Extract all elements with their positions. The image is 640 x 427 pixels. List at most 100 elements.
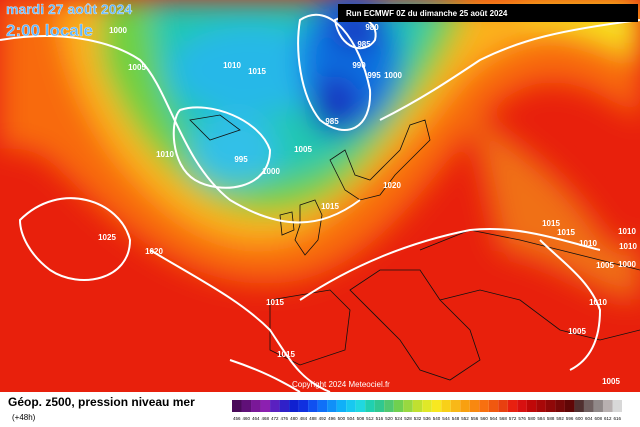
colorbar-label: 560 [480, 416, 488, 421]
colorbar-label: 480 [290, 416, 298, 421]
isobar-label: 990 [352, 61, 366, 70]
isobar-label: 1005 [602, 377, 620, 386]
colorbar-swatch [384, 400, 394, 412]
colorbar-label: 604 [585, 416, 593, 421]
colorbar-label: 500 [338, 416, 346, 421]
colorbar-label: 456 [233, 416, 241, 421]
colorbar-swatch [517, 400, 527, 412]
colorbar-swatch [507, 400, 518, 412]
colorbar-label: 496 [328, 416, 336, 421]
colorbar-label: 504 [347, 416, 355, 421]
colorbar-swatch [327, 400, 337, 412]
isobar-label: 1005 [596, 261, 614, 270]
colorbar-label: 536 [423, 416, 431, 421]
run-info: Run ECMWF 0Z du dimanche 25 août 2024 [346, 9, 508, 18]
colorbar-swatch [289, 400, 299, 412]
colorbar-label: 516 [376, 416, 384, 421]
colorbar-swatch [583, 400, 594, 412]
geopotential-field [0, 0, 640, 392]
isobar-label: 995 [367, 71, 381, 80]
colorbar-label: 464 [252, 416, 260, 421]
colorbar-label: 540 [433, 416, 441, 421]
colorbar-label: 544 [442, 416, 450, 421]
colorbar-label: 548 [452, 416, 460, 421]
colorbar-swatch [555, 400, 565, 412]
colorbar-swatch [298, 400, 309, 412]
colorbar-swatch [574, 400, 584, 412]
isobar-label: 1005 [294, 145, 312, 154]
colorbar-label: 532 [414, 416, 422, 421]
colorbar-swatch [412, 400, 423, 412]
colorbar-label: 472 [271, 416, 279, 421]
colorbar-swatch [374, 400, 385, 412]
colorbar-label: 608 [594, 416, 602, 421]
colorbar-label: 488 [309, 416, 317, 421]
colorbar-label: 580 [528, 416, 536, 421]
colorbar-label: 552 [461, 416, 469, 421]
colorbar-label: 524 [395, 416, 403, 421]
colorbar-label: 584 [537, 416, 545, 421]
colorbar-swatch [422, 400, 432, 412]
colorbar-label: 592 [556, 416, 564, 421]
isobar-label: 1000 [384, 71, 402, 80]
colorbar-swatch [564, 400, 575, 412]
colorbar-label: 616 [613, 416, 621, 421]
colorbar-swatch [355, 400, 366, 412]
colorbar-swatch [251, 400, 261, 412]
coastlines [189, 114, 640, 381]
footer-lead: (+48h) [12, 413, 36, 422]
date-title: mardi 27 août 2024 [6, 1, 132, 17]
isobar-label: 1010 [156, 150, 174, 159]
colorbar-label: 572 [509, 416, 517, 421]
colorbar-swatch [232, 400, 242, 412]
isobar-label: 1015 [321, 202, 339, 211]
isobar-label: 980 [365, 23, 379, 32]
colorbar-label: 476 [281, 416, 289, 421]
colorbar-swatch [612, 400, 622, 412]
colorbar-swatch [241, 400, 252, 412]
colorbar-swatch [403, 400, 413, 412]
colorbar-swatch [469, 400, 480, 412]
colorbar-swatch [260, 400, 271, 412]
isobar-label: 1000 [262, 167, 280, 176]
colorbar: 456 460 464 468 472 476 480 484 488 492 496 500 504 5… [232, 400, 622, 421]
isobar-label: 1010 [223, 61, 241, 70]
isobar-label: 1015 [557, 228, 575, 237]
colorbar-label: 612 [604, 416, 612, 421]
isobar-label: 1005 [568, 327, 586, 336]
colorbar-swatch [450, 400, 461, 412]
isobar-label: 1015 [266, 298, 284, 307]
isobars [0, 13, 640, 393]
colorbar-swatch [336, 400, 347, 412]
colorbar-label: 576 [518, 416, 526, 421]
isobar-label: 1000 [618, 260, 636, 269]
isobar-label: 1010 [589, 298, 607, 307]
colorbar-swatch [308, 400, 318, 412]
colorbar-label: 508 [357, 416, 365, 421]
isobar-label: 1000 [109, 26, 127, 35]
colorbar-swatch [593, 400, 603, 412]
colorbar-swatch [279, 400, 290, 412]
isobar-label: 1010 [579, 239, 597, 248]
isobar-label: 1015 [542, 219, 560, 228]
colorbar-swatch [365, 400, 375, 412]
colorbar-swatch [270, 400, 280, 412]
footer-title: Géop. z500, pression niveau mer [8, 395, 195, 409]
colorbar-label: 588 [547, 416, 555, 421]
isobar-label: 985 [325, 117, 339, 126]
isobar-label: 1015 [248, 67, 266, 76]
colorbar-label: 460 [243, 416, 251, 421]
colorbar-swatch [498, 400, 508, 412]
colorbar-swatch [393, 400, 404, 412]
colorbar-label: 468 [262, 416, 270, 421]
isobar-label: 1020 [383, 181, 401, 190]
run-box [338, 4, 638, 22]
colorbar-label: 512 [366, 416, 374, 421]
colorbar-swatch [545, 400, 556, 412]
colorbar-label: 484 [300, 416, 308, 421]
colorbar-swatch [526, 400, 537, 412]
colorbar-label: 596 [566, 416, 574, 421]
